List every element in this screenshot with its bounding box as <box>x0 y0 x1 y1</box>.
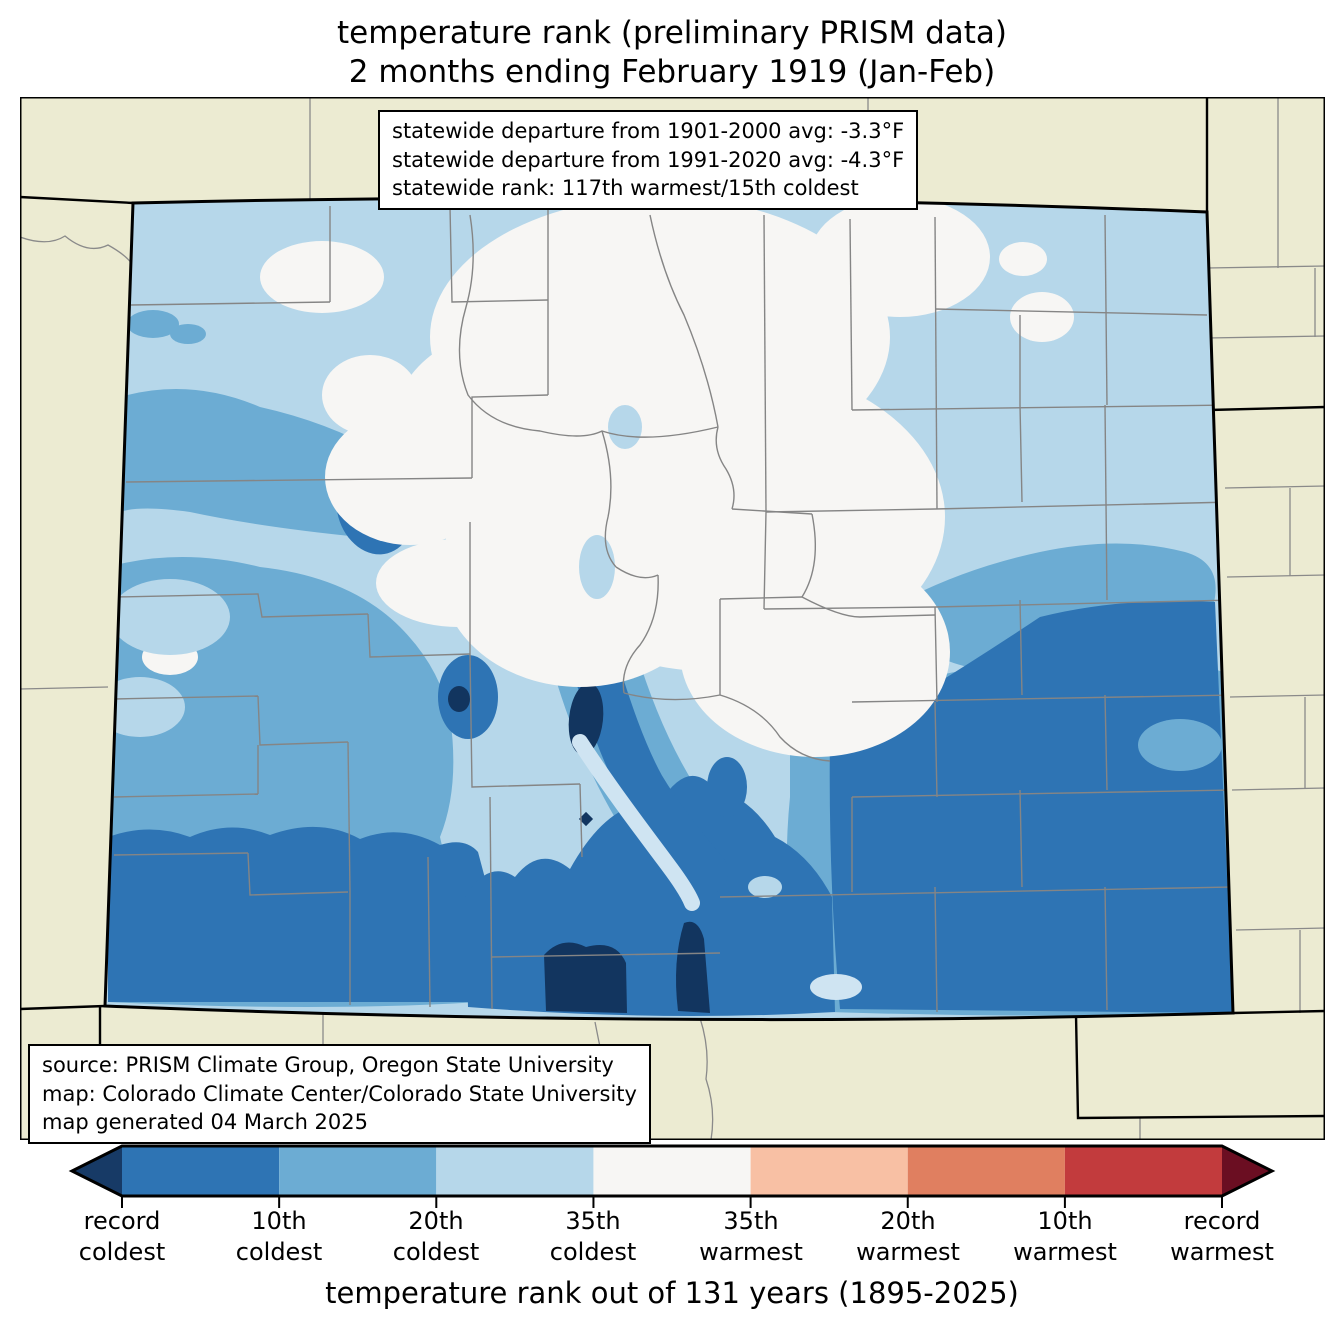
figure-title-line2: 2 months ending February 1919 (Jan-Feb) <box>348 54 996 90</box>
statewide-stats-box: statewide departure from 1901-2000 avg: … <box>378 110 919 210</box>
source-line-3: map generated 04 March 2025 <box>42 1110 369 1134</box>
colorbar-right-arrow <box>1222 1146 1272 1196</box>
colorbar-seg-10th-coldest <box>122 1146 280 1196</box>
colorbar <box>68 1144 1276 1208</box>
rank-contour-layers <box>105 198 1233 1020</box>
source-line-2: map: Colorado Climate Center/Colorado St… <box>42 1081 637 1106</box>
stats-line-1: statewide departure from 1901-2000 avg: … <box>392 119 905 143</box>
source-attribution-box: source: PRISM Climate Group, Oregon Stat… <box>28 1044 651 1144</box>
colorbar-seg-10th-warmest <box>1064 1146 1222 1196</box>
colorbar-seg-20th-warmest <box>907 1146 1065 1196</box>
source-line-1: source: PRISM Climate Group, Oregon Stat… <box>42 1053 614 1077</box>
medium-patch-in-southeast <box>1138 719 1222 771</box>
light-blue-islands <box>105 405 782 898</box>
figure-title: temperature rank (preliminary PRISM data… <box>0 14 1344 92</box>
neighbor-county-lines <box>20 97 1325 1140</box>
colorbar-label-record-coldest: record coldest <box>78 1207 166 1266</box>
colorbar-label-35th-coldest: 35th coldest <box>549 1207 637 1266</box>
stats-line-3: statewide rank: 117th warmest/15th colde… <box>392 176 859 200</box>
rio-grande-pale-ribbon <box>572 734 700 911</box>
colorbar-label-20th-warmest: 20th warmest <box>856 1207 960 1266</box>
fill-record-coldest <box>448 683 710 1013</box>
colorbar-axis-title: temperature rank out of 131 years (1895-… <box>325 1276 1019 1310</box>
pale-patch-southeast <box>810 974 862 1000</box>
county-lines <box>113 206 1233 1013</box>
colorado-map <box>20 97 1325 1140</box>
map-panel <box>20 97 1325 1140</box>
map-frame <box>20 97 1325 1140</box>
neighbor-state-borders <box>20 97 1325 1140</box>
colorbar-label-10th-coldest: 10th coldest <box>235 1207 323 1266</box>
colorbar-seg-35th-coldest <box>436 1146 594 1196</box>
colorbar-seg-20th-coldest <box>279 1146 437 1196</box>
colorbar-label-35th-warmest: 35th warmest <box>699 1207 803 1266</box>
stats-line-2: statewide departure from 1991-2020 avg: … <box>392 147 905 172</box>
colorbar-seg-35th-warmest <box>750 1146 908 1196</box>
colorbar-ticks <box>121 1196 1223 1208</box>
colorbar-label-10th-warmest: 10th warmest <box>1013 1207 1117 1266</box>
colorbar-label-record-warmest: record warmest <box>1170 1207 1274 1266</box>
fill-middle-white <box>142 198 1074 757</box>
colorbar-left-arrow <box>72 1146 122 1196</box>
colorbar-label-20th-coldest: 20th coldest <box>392 1207 480 1266</box>
colorbar-seg-middle <box>593 1146 751 1196</box>
figure-title-line1: temperature rank (preliminary PRISM data… <box>336 15 1007 51</box>
